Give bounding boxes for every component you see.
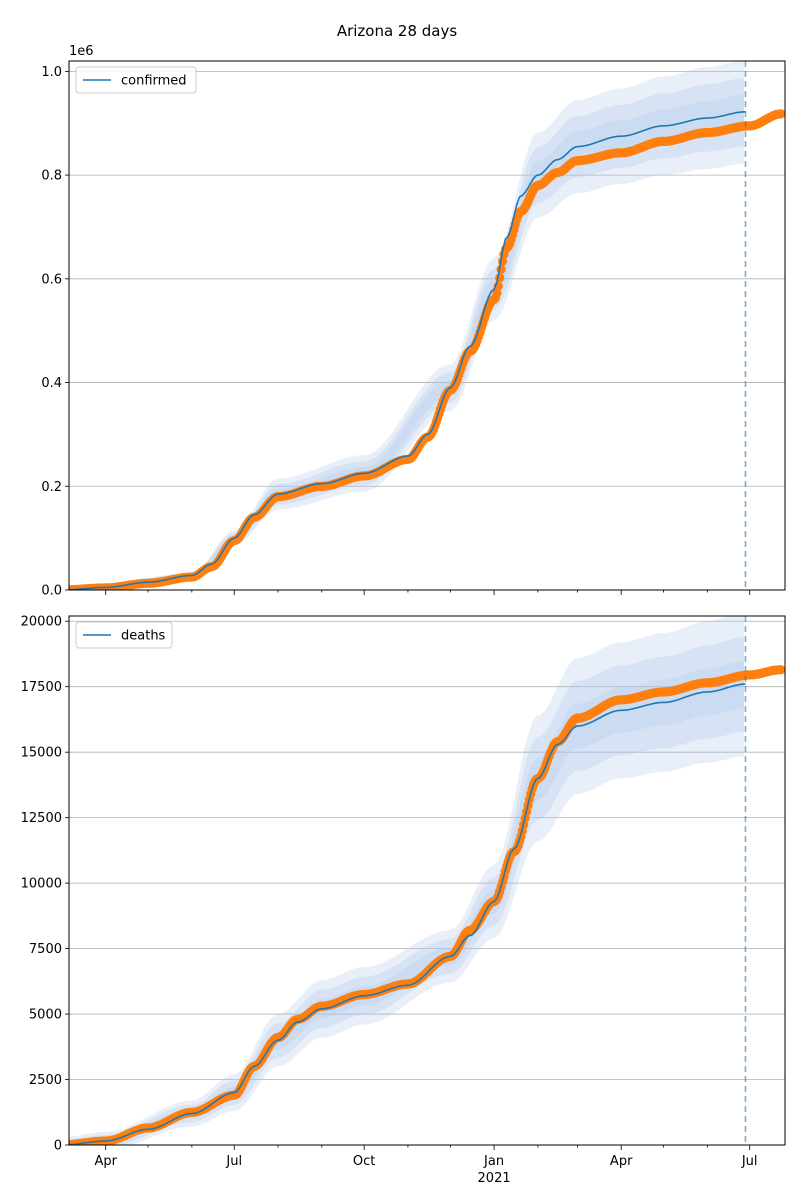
y-tick-label: 0.2 xyxy=(41,480,62,495)
x-year-label: 2021 xyxy=(478,1171,511,1186)
y-tick-label: 0.4 xyxy=(41,376,62,391)
y-tick-label: 0.0 xyxy=(41,584,62,599)
observed-point xyxy=(776,665,785,675)
y-tick-label: 20000 xyxy=(21,615,62,630)
legend-label: confirmed xyxy=(121,74,187,89)
uncertainty-band xyxy=(69,616,744,1145)
x-tick-label: Jul xyxy=(225,1154,242,1169)
y-tick-label: 0.8 xyxy=(41,169,62,184)
legend-box xyxy=(75,66,197,94)
x-tick-label: Oct xyxy=(353,1154,375,1169)
y-tick-label: 10000 xyxy=(21,877,62,892)
observed-point xyxy=(496,264,506,274)
x-tick-label: Apr xyxy=(610,1154,633,1169)
y-tick-label: 0 xyxy=(54,1139,62,1154)
axes-frame xyxy=(68,60,786,591)
legend-box xyxy=(75,621,173,649)
y-tick-label: 17500 xyxy=(21,680,62,695)
legend: confirmed xyxy=(75,66,197,94)
uncertainty-band xyxy=(69,77,744,590)
legend: deaths xyxy=(75,621,173,649)
uncertainty-band xyxy=(69,660,744,1145)
y-tick-label: 2500 xyxy=(29,1073,62,1088)
model-line xyxy=(69,111,746,590)
observed-point xyxy=(492,288,502,298)
y-tick-label: 1.0 xyxy=(41,65,62,80)
x-tick-label: Jul xyxy=(741,1154,758,1169)
uncertainty-band xyxy=(69,61,744,590)
deaths-panel: 0 2500 5000 7500 10000 12500 15000 17500 20000 Ap… xyxy=(21,615,786,1186)
y-tick-label: 7500 xyxy=(29,942,62,957)
model-line xyxy=(69,683,746,1145)
y-tick-label: 15000 xyxy=(21,746,62,761)
observed-point xyxy=(776,109,785,119)
legend-label: deaths xyxy=(121,629,166,644)
x-tick-label: Jan xyxy=(483,1154,504,1169)
uncertainty-band xyxy=(69,636,744,1145)
y-tick-label: 0.6 xyxy=(41,272,62,287)
confirmed-panel: 0.0 0.2 0.4 0.6 0.8 1.0 1e6 confirmed xyxy=(41,44,786,599)
figure-title: Arizona 28 days xyxy=(337,22,458,40)
y-offset-label: 1e6 xyxy=(69,44,94,59)
y-tick-label: 12500 xyxy=(21,811,62,826)
axes-frame xyxy=(68,615,786,1146)
x-tick-label: Apr xyxy=(94,1154,117,1169)
y-tick-label: 5000 xyxy=(29,1008,62,1023)
